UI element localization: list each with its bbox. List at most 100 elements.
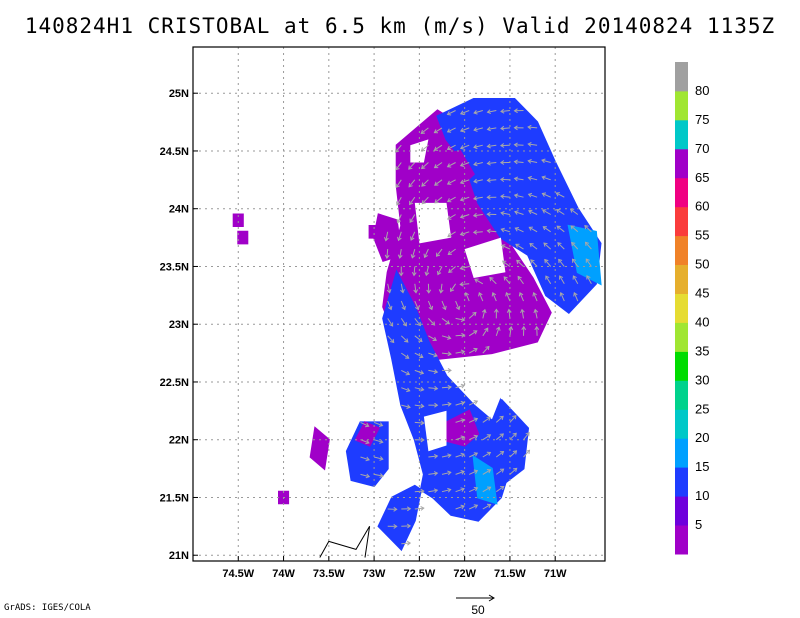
wind-vector-head [474,278,479,283]
wind-vector [514,211,524,215]
wind-vector [434,144,443,151]
colorbar-label: 65 [695,170,709,185]
plot-frame [192,46,606,562]
wind-vector [420,127,429,134]
wind-vector-head [396,201,401,206]
wind-vector [468,348,478,354]
colorbar-label: 15 [695,459,709,474]
wind-vector-head [528,226,533,231]
wind-vector-head [489,276,494,282]
colorbar-label: 35 [695,343,709,358]
wind-vector [360,421,369,427]
wind-vector [473,162,483,166]
wind-vector [414,300,419,310]
wind-vector-head [397,254,403,259]
wind-vector-head [447,487,452,493]
wind-vector-head [559,291,565,297]
wind-vector-head [446,198,452,203]
wind-vector-head [420,386,425,392]
wind-vector-head [473,195,478,201]
wind-vector-head [499,160,505,165]
colorbar-swatch [675,293,688,323]
wind-vector-head [420,437,425,443]
wind-vector-head [406,540,412,546]
wind-vector-head [530,259,535,264]
wind-vector-head [521,325,527,331]
wind-vector-head [401,305,406,311]
wind-vector [455,402,465,406]
wind-vector [410,231,416,241]
wind-vector [545,275,552,285]
colorbar-label: 80 [695,83,709,98]
wind-vector [421,196,429,205]
wind-vector-head [410,236,415,241]
wind-region-isolated-pixel-n2 [368,225,380,239]
wind-vector-head [486,126,491,132]
wind-vector-head [406,387,411,393]
wind-vector-head [517,275,522,281]
wind-vector [408,162,416,170]
wind-vector-head [545,275,550,280]
wind-vector [514,144,524,146]
wind-vectors-layer [360,108,592,546]
reference-vector: 50 [456,594,495,617]
wind-vector-head [459,179,465,185]
wind-vector [586,275,592,285]
wind-vector-head [542,226,547,231]
wind-vector [448,266,456,273]
wind-vector [441,300,446,310]
wind-vector-head [481,308,487,314]
wind-vector [533,292,538,302]
wind-vector [385,231,389,241]
wind-vector [572,275,579,285]
x-axis: 74.5W 74W 73.5W 73W 72.5W 72W 71.5W 71W [222,556,567,580]
wind-vector [460,110,470,115]
wind-vector-head [383,237,389,242]
wind-vector-head [419,370,425,375]
wind-vector-head [478,291,483,297]
wind-vector [500,110,510,112]
wind-vector [400,318,407,327]
wind-vector [528,160,538,163]
wind-vector [542,176,551,181]
wind-vector-head [534,325,540,331]
wind-vector [441,386,452,389]
wind-vector-head [420,129,425,134]
wind-vector-head [397,236,402,242]
wind-vector-head [435,252,441,257]
y-tick-label: 22.5N [160,377,189,389]
wind-vector-head [390,338,395,344]
wind-vector [492,292,497,302]
wind-vector-head [424,271,430,277]
x-tick-label: 73W [363,568,386,580]
colorbar-label: 50 [695,257,709,272]
wind-vector [473,144,483,148]
wind-vector-head [398,272,404,277]
wind-vector [401,369,410,375]
wind-vector-head [433,146,439,151]
wind-vector-head [447,401,452,407]
wind-vector-head [516,259,521,265]
wind-vector-head [543,242,548,247]
wind-vector [489,277,497,285]
wind-vector [447,110,456,115]
wind-vector [514,161,524,163]
wind-vector [373,439,383,443]
wind-vector-head [379,439,384,444]
wind-vector-head [459,281,464,287]
wind-vector-head [473,504,479,509]
wind-vector-head [486,469,492,474]
wind-vector [559,275,565,285]
wind-vector [414,507,424,510]
wind-vector [460,266,470,270]
wind-region-east-max [567,224,602,286]
wind-vector-head [421,200,426,205]
wind-vector-head [459,127,465,133]
wind-vector [503,276,511,285]
wind-vector [455,488,465,493]
wind-vector-head [486,228,491,234]
missing-data-gap [423,410,447,452]
wind-vector-head [433,164,439,169]
wind-vector-head [514,210,519,215]
wind-vector-head [406,506,412,512]
